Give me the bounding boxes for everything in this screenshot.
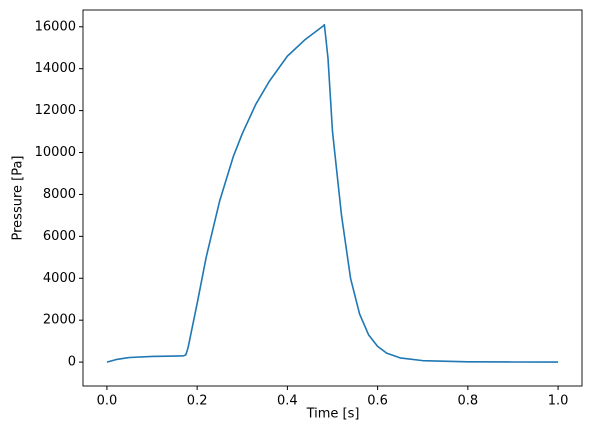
x-tick-label: 0.6: [367, 394, 388, 409]
y-tick-label: 2000: [43, 313, 76, 328]
y-tick-label: 10000: [35, 145, 76, 160]
x-tick-label: 0.4: [277, 394, 298, 409]
y-axis-label: Pressure [Pa]: [11, 155, 26, 240]
x-tick-label: 1.0: [548, 394, 569, 409]
y-tick-label: 8000: [43, 187, 76, 202]
y-tick-label: 4000: [43, 271, 76, 286]
y-tick-label: 16000: [35, 19, 76, 34]
x-tick-label: 0.8: [458, 394, 479, 409]
y-tick-label: 14000: [35, 61, 76, 76]
x-axis-label: Time [s]: [306, 407, 360, 422]
x-tick-label: 0.2: [187, 394, 208, 409]
y-tick-label: 0: [68, 355, 76, 370]
y-tick-label: 6000: [43, 229, 76, 244]
line-series: [106, 23, 559, 363]
x-tick-label: 0.0: [97, 394, 118, 409]
plot-frame: [82, 9, 583, 387]
y-tick-label: 12000: [35, 103, 76, 118]
